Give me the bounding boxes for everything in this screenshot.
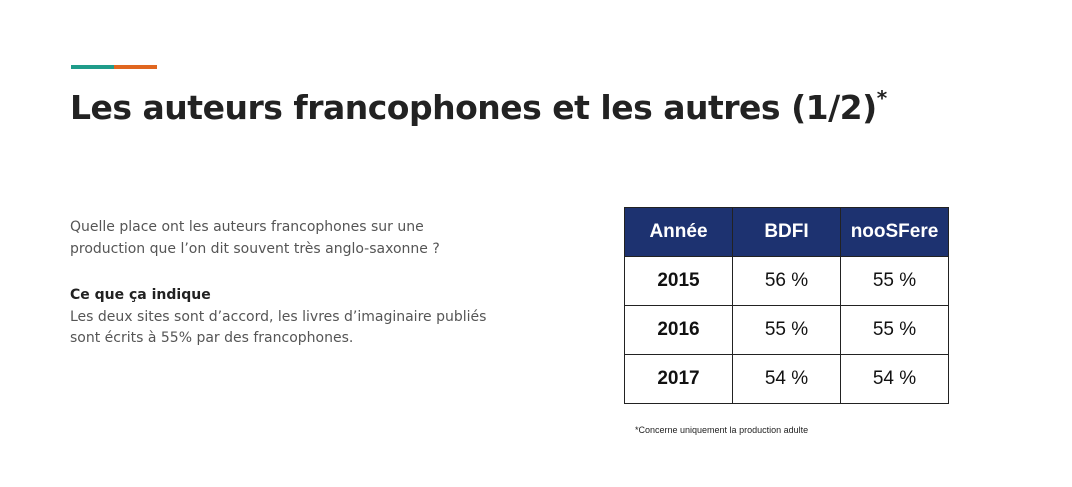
cell-noosfere: 55 % (840, 305, 949, 355)
accent-bar-orange (114, 65, 157, 69)
intro-body: Les deux sites sont d’accord, les livres… (70, 308, 487, 347)
accent-bar (71, 65, 157, 69)
header-cell-noosfere: nooSFere (840, 207, 949, 257)
cell-bdfi: 56 % (732, 256, 841, 306)
cell-bdfi: 54 % (732, 354, 841, 404)
cell-year: 2016 (624, 305, 733, 355)
table-row: 2015 56 % 55 % (624, 256, 949, 306)
header-cell-bdfi: BDFI (732, 207, 841, 257)
table-row: 2017 54 % 54 % (624, 354, 949, 404)
cell-noosfere: 55 % (840, 256, 949, 306)
table-header-row: Année BDFI nooSFere (624, 207, 949, 257)
intro-subheading: Ce que ça indique (70, 287, 211, 303)
footnote: *Concerne uniquement la production adult… (635, 425, 809, 435)
cell-year: 2017 (624, 354, 733, 404)
cell-year: 2015 (624, 256, 733, 306)
stats-table: Année BDFI nooSFere 2015 56 % 55 % 2016 … (624, 207, 949, 404)
accent-bar-teal (71, 65, 114, 69)
title-footnote-marker: * (876, 86, 887, 110)
page-title-text: Les auteurs francophones et les autres (… (70, 88, 877, 127)
cell-noosfere: 54 % (840, 354, 949, 404)
cell-bdfi: 55 % (732, 305, 841, 355)
table-row: 2016 55 % 55 % (624, 305, 949, 355)
header-cell-year: Année (624, 207, 733, 257)
intro-text: Quelle place ont les auteurs francophone… (70, 217, 500, 350)
page-title: Les auteurs francophones et les autres (… (70, 86, 887, 127)
paragraph-spacer (70, 260, 500, 285)
intro-question: Quelle place ont les auteurs francophone… (70, 219, 440, 257)
